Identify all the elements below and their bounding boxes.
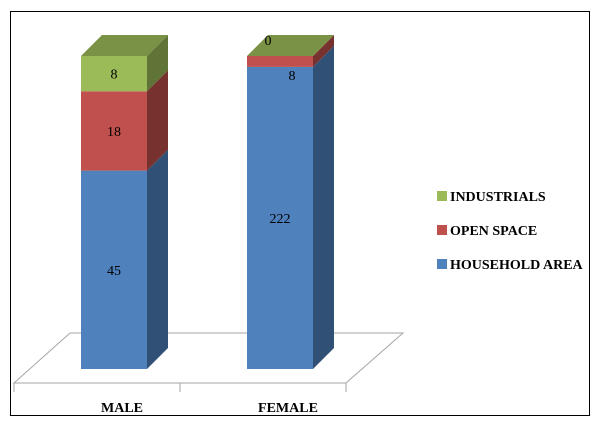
data-label: 8 — [289, 69, 296, 84]
x-tick-label: FEMALE — [258, 401, 318, 416]
bar-segment — [81, 149, 168, 369]
bar-side — [313, 35, 334, 67]
legend-label: HOUSEHOLD AREA — [450, 258, 584, 273]
legend: INDUSTRIALS OPEN SPACE HOUSEHOLD AREA — [437, 190, 584, 273]
bars — [81, 35, 334, 369]
bar-side — [313, 45, 334, 369]
bar-segment — [81, 35, 168, 92]
bar-side — [147, 70, 168, 171]
bar-segment — [247, 45, 334, 369]
bar-front — [247, 66, 313, 369]
legend-item: HOUSEHOLD AREA — [437, 258, 584, 273]
bar-side — [147, 149, 168, 369]
floor — [12, 332, 405, 384]
bar-front — [81, 170, 147, 369]
x-tick-label: MALE — [101, 401, 143, 416]
legend-label: OPEN SPACE — [450, 224, 537, 239]
bar-segment — [247, 35, 334, 67]
data-label: 18 — [107, 125, 121, 140]
data-label: 0 — [265, 34, 272, 49]
bar-front — [81, 56, 147, 92]
legend-item: INDUSTRIALS — [437, 190, 546, 205]
x-axis: MALE FEMALE — [13, 383, 347, 416]
data-labels: 45 18 8 222 8 0 — [107, 34, 296, 279]
bar-top — [81, 35, 168, 56]
chart-floor — [12, 332, 405, 384]
legend-swatch — [437, 259, 447, 269]
chart-frame — [10, 11, 590, 416]
bar-top — [247, 35, 334, 56]
data-label: 222 — [270, 212, 291, 227]
bar-front — [247, 56, 313, 67]
legend-swatch — [437, 225, 447, 235]
data-label: 45 — [107, 264, 121, 279]
bar-side — [147, 35, 168, 92]
bar-segment — [81, 70, 168, 171]
data-label: 8 — [111, 68, 118, 83]
legend-item: OPEN SPACE — [437, 224, 537, 239]
bar-front — [81, 91, 147, 171]
legend-swatch — [437, 191, 447, 201]
legend-label: INDUSTRIALS — [450, 190, 546, 205]
